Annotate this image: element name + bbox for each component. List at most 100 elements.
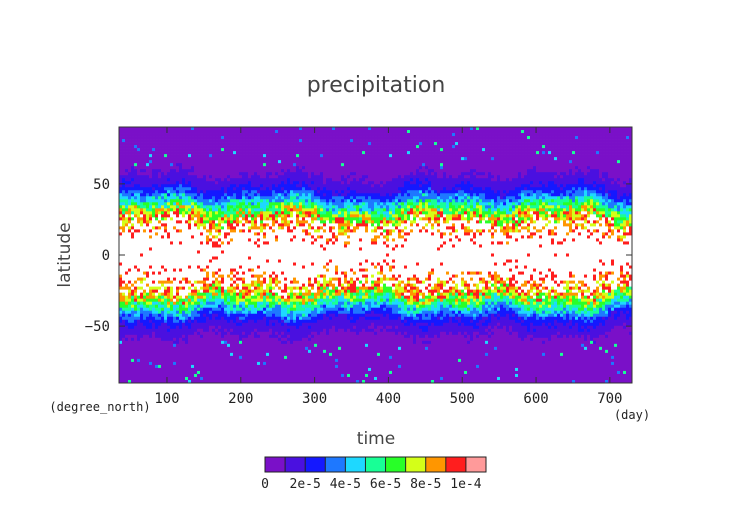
heatmap-cell — [149, 148, 153, 152]
heatmap-cell — [143, 136, 147, 140]
heatmap-cell — [164, 220, 168, 224]
heatmap-cell — [212, 295, 216, 300]
heatmap-cell — [245, 298, 249, 303]
heatmap-cell — [167, 244, 171, 248]
heatmap-cell — [152, 223, 156, 227]
heatmap-cell — [173, 322, 177, 327]
heatmap-cell — [122, 139, 126, 143]
heatmap-cell — [233, 232, 237, 236]
heatmap-cell — [146, 322, 150, 327]
heatmap-cell — [230, 262, 234, 266]
heatmap-cell — [173, 127, 177, 131]
heatmap-cell — [191, 148, 195, 152]
heatmap-cell — [275, 130, 279, 134]
heatmap-cell — [149, 295, 153, 300]
heatmap-cell — [146, 241, 150, 245]
heatmap-cell — [191, 250, 195, 254]
heatmap-cell — [278, 211, 282, 215]
heatmap-cell — [218, 349, 222, 354]
heatmap-cell — [278, 376, 282, 381]
heatmap-cell — [233, 379, 237, 384]
heatmap-cell — [230, 301, 234, 306]
heatmap-cell — [143, 184, 147, 188]
heatmap-cell — [275, 181, 279, 185]
heatmap-cell — [242, 379, 246, 384]
heatmap-cell — [188, 235, 192, 239]
heatmap-cell — [170, 361, 174, 366]
heatmap-cell — [137, 277, 141, 281]
heatmap-cell — [200, 316, 204, 321]
heatmap-cell — [137, 325, 141, 330]
heatmap-cell — [287, 271, 291, 275]
heatmap-cell — [152, 349, 156, 354]
heatmap-cell — [293, 307, 297, 312]
heatmap-cell — [221, 127, 225, 131]
heatmap-cell — [290, 277, 294, 281]
heatmap-cell — [200, 352, 204, 357]
heatmap-cell — [179, 367, 183, 372]
heatmap-cell — [290, 181, 294, 185]
heatmap-cell — [275, 235, 279, 239]
heatmap-cell — [263, 190, 267, 194]
heatmap-cell — [221, 295, 225, 300]
heatmap-cell — [257, 178, 261, 182]
heatmap-cell — [155, 289, 159, 293]
heatmap-cell — [242, 184, 246, 188]
heatmap-cell — [233, 226, 237, 230]
heatmap-cell — [287, 241, 291, 245]
heatmap-cell — [176, 328, 180, 333]
heatmap-cell — [191, 319, 195, 324]
heatmap-cell — [287, 211, 291, 215]
heatmap-cell — [128, 361, 132, 366]
heatmap-cell — [140, 295, 144, 300]
heatmap-cell — [248, 193, 252, 197]
heatmap-cell — [143, 271, 147, 275]
heatmap-cell — [182, 355, 186, 360]
heatmap-cell — [275, 232, 279, 236]
heatmap-cell — [122, 136, 126, 140]
heatmap-cell — [131, 250, 135, 254]
heatmap-cell — [122, 352, 126, 357]
heatmap-cell — [266, 199, 270, 203]
heatmap-cell — [281, 199, 285, 203]
heatmap-cell — [218, 166, 222, 170]
heatmap-cell — [272, 247, 276, 251]
heatmap-cell — [182, 223, 186, 227]
heatmap-cell — [161, 358, 165, 363]
heatmap-cell — [269, 226, 273, 230]
heatmap-cell — [134, 133, 138, 137]
heatmap-cell — [128, 184, 132, 188]
heatmap-cell — [212, 316, 216, 321]
heatmap-cell — [242, 157, 246, 161]
heatmap-cell — [143, 364, 147, 369]
heatmap-cell — [218, 217, 222, 221]
heatmap-cell — [257, 364, 261, 369]
heatmap-cell — [269, 190, 273, 194]
heatmap-cell — [164, 355, 168, 360]
heatmap-cell — [212, 343, 216, 348]
heatmap-cell — [125, 169, 129, 173]
heatmap-cell — [257, 253, 261, 257]
heatmap-cell — [269, 376, 273, 381]
heatmap-cell — [221, 211, 225, 215]
heatmap-cell — [155, 241, 159, 245]
heatmap-cell — [230, 334, 234, 339]
heatmap-cell — [257, 202, 261, 206]
heatmap-cell — [146, 253, 150, 257]
heatmap-cell — [212, 193, 216, 197]
heatmap-cell — [164, 286, 168, 290]
heatmap-cell — [131, 226, 135, 230]
heatmap-cell — [188, 259, 192, 263]
heatmap-cell — [203, 193, 207, 197]
heatmap-cell — [221, 280, 225, 284]
heatmap-cell — [254, 253, 258, 257]
heatmap-cell — [170, 268, 174, 272]
heatmap-cell — [179, 250, 183, 254]
heatmap-cell — [119, 328, 123, 333]
heatmap-cell — [263, 286, 267, 290]
heatmap-cell — [212, 175, 216, 179]
heatmap-cell — [233, 256, 237, 260]
heatmap-cell — [152, 337, 156, 342]
heatmap-cell — [266, 355, 270, 360]
heatmap-cell — [242, 307, 246, 312]
